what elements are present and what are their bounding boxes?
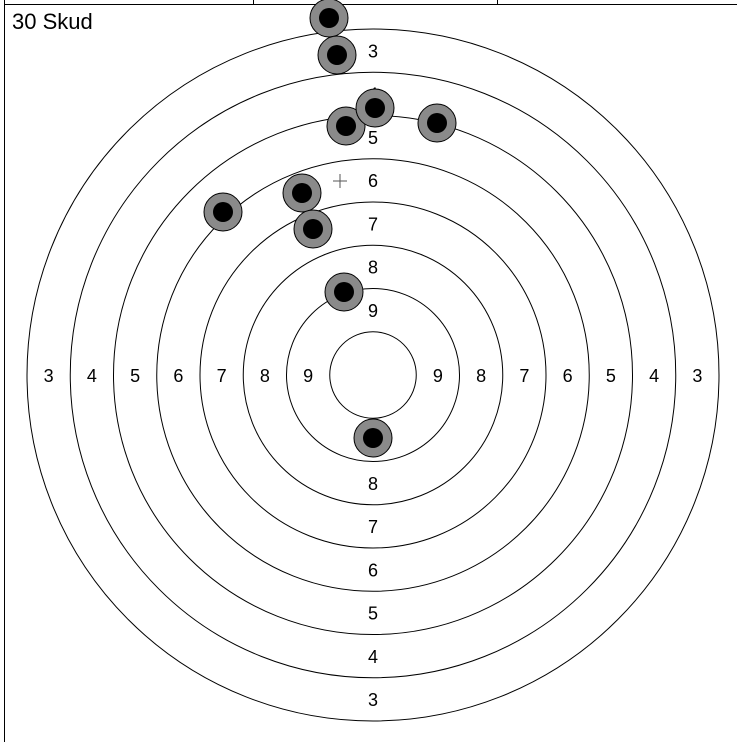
shot-hole: [303, 219, 323, 239]
ring: [26, 28, 720, 722]
ring-label: 6: [368, 171, 378, 191]
shot-hole: [292, 183, 312, 203]
rings: [26, 28, 720, 722]
ring: [286, 288, 460, 462]
shot: [282, 173, 322, 213]
ring-label: 9: [433, 366, 443, 386]
ring-label: 8: [368, 258, 378, 278]
ring-label: 6: [368, 560, 378, 580]
shot: [293, 209, 333, 249]
ring-label: 6: [563, 366, 573, 386]
shots: [203, 0, 457, 458]
ring-label: 5: [130, 366, 140, 386]
ring-label: 9: [368, 301, 378, 321]
ring-label: 4: [368, 647, 378, 667]
shot-hole: [427, 113, 447, 133]
ring-label: 5: [606, 366, 616, 386]
ring-label: 8: [368, 474, 378, 494]
ring-label: 5: [368, 604, 378, 624]
shot: [324, 272, 364, 312]
ring: [69, 71, 677, 679]
ring: [242, 244, 504, 506]
ring-label: 3: [368, 41, 378, 61]
shot-hole: [365, 98, 385, 118]
shot-hole: [334, 282, 354, 302]
ring-label: 8: [476, 366, 486, 386]
ring-label: 7: [217, 366, 227, 386]
ring-label: 3: [368, 690, 378, 710]
ring-label: 7: [368, 214, 378, 234]
shot: [317, 35, 357, 75]
shot: [203, 192, 243, 232]
ring-label: 3: [692, 366, 702, 386]
ring-label: 3: [44, 366, 54, 386]
ring-label: 8: [260, 366, 270, 386]
shot: [417, 103, 457, 143]
ring-label: 7: [519, 366, 529, 386]
ring: [329, 331, 417, 419]
ring-label: 4: [87, 366, 97, 386]
ring-label: 9: [303, 366, 313, 386]
ring: [199, 201, 547, 549]
shot-count-title: 30 Skud: [12, 9, 93, 34]
shot: [326, 106, 366, 146]
shot-hole: [213, 202, 233, 222]
ring: [156, 158, 590, 592]
shot-hole: [319, 8, 339, 28]
shot: [309, 0, 349, 38]
shot-hole: [336, 116, 356, 136]
shot: [353, 418, 393, 458]
ring-label: 7: [368, 517, 378, 537]
shot: [355, 88, 395, 128]
shot-hole: [327, 45, 347, 65]
ring-label: 4: [649, 366, 659, 386]
ring-label: 5: [368, 128, 378, 148]
shot-hole: [363, 428, 383, 448]
aim-cross: [333, 174, 347, 188]
ring-label: 6: [173, 366, 183, 386]
